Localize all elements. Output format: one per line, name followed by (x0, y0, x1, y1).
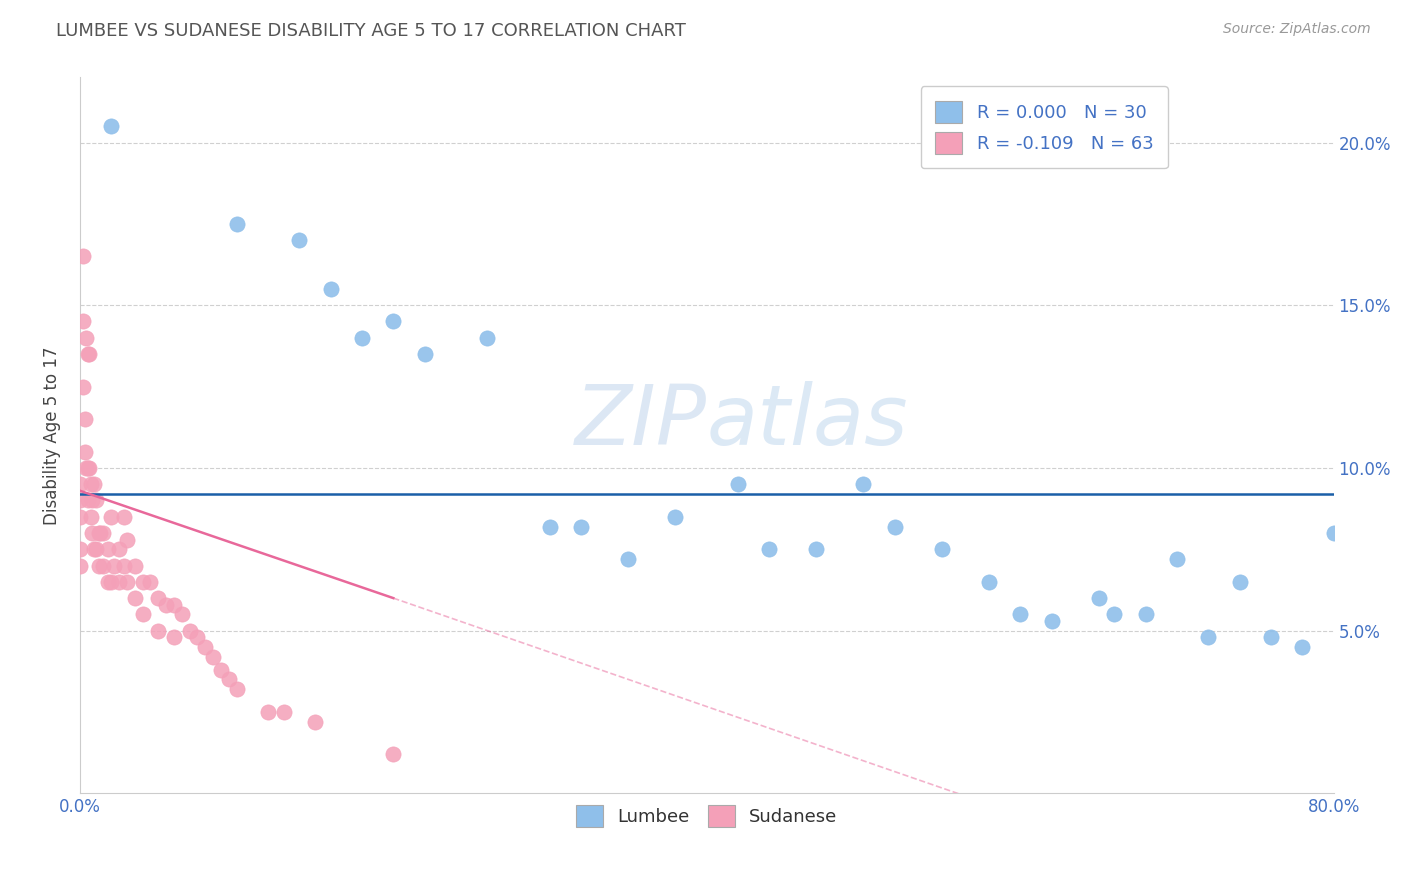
Text: LUMBEE VS SUDANESE DISABILITY AGE 5 TO 17 CORRELATION CHART: LUMBEE VS SUDANESE DISABILITY AGE 5 TO 1… (56, 22, 686, 40)
Point (75, 461, 97, 475)
Point (73, 444, 96, 458)
Point (97, 574, 120, 589)
Point (76, 461, 98, 475)
Point (77, 347, 100, 361)
Point (84, 542, 107, 557)
Point (82, 526, 104, 541)
Point (1166, 552, 1188, 566)
Point (883, 519, 905, 533)
Point (186, 630, 208, 644)
Point (413, 347, 436, 361)
Point (273, 705, 295, 719)
Point (72, 249, 94, 263)
Point (108, 542, 131, 557)
Point (382, 314, 405, 328)
Point (87, 526, 110, 541)
Point (852, 477, 875, 491)
Point (225, 217, 247, 231)
Point (69, 509, 91, 524)
Point (76, 347, 98, 361)
Point (73, 412, 96, 426)
Point (80, 477, 103, 491)
Point (664, 509, 686, 524)
Point (75, 331, 97, 345)
Point (131, 574, 153, 589)
Text: Source: ZipAtlas.com: Source: ZipAtlas.com (1223, 22, 1371, 37)
Point (124, 558, 146, 573)
Point (477, 331, 499, 345)
Point (806, 542, 828, 557)
Point (69, 542, 91, 557)
Point (124, 591, 146, 606)
Point (382, 747, 405, 762)
Point (319, 282, 342, 296)
Point (538, 519, 561, 533)
Point (977, 574, 1000, 589)
Point (1102, 607, 1125, 622)
Point (93, 558, 115, 573)
Point (758, 542, 780, 557)
Point (69, 477, 91, 491)
Point (350, 331, 373, 345)
Point (100, 120, 122, 134)
Point (131, 607, 153, 622)
Point (1291, 640, 1313, 654)
Y-axis label: Disability Age 5 to 17: Disability Age 5 to 17 (44, 346, 60, 524)
Point (89, 526, 111, 541)
Point (83, 542, 105, 557)
Point (209, 663, 232, 677)
Point (100, 509, 122, 524)
Point (304, 714, 326, 729)
Point (69, 493, 91, 508)
Point (82, 493, 104, 508)
Point (108, 574, 131, 589)
Point (170, 607, 193, 622)
Point (97, 542, 120, 557)
Point (288, 233, 311, 247)
Point (163, 598, 186, 612)
Point (112, 509, 135, 524)
Point (202, 649, 225, 664)
Point (257, 705, 280, 719)
Point (77, 461, 100, 475)
Point (72, 379, 94, 393)
Point (1135, 607, 1157, 622)
Point (93, 526, 115, 541)
Point (218, 673, 240, 687)
Point (87, 558, 110, 573)
Point (115, 574, 138, 589)
Point (1260, 630, 1282, 644)
Point (103, 558, 125, 573)
Point (1197, 630, 1219, 644)
Point (72, 314, 94, 328)
Point (139, 574, 162, 589)
Point (83, 477, 105, 491)
Point (569, 519, 592, 533)
Point (617, 552, 640, 566)
Point (80, 509, 103, 524)
Point (112, 558, 135, 573)
Point (100, 574, 122, 589)
Point (148, 591, 170, 606)
Point (155, 598, 177, 612)
Legend: Lumbee, Sudanese: Lumbee, Sudanese (568, 798, 845, 834)
Point (179, 624, 201, 638)
Point (225, 682, 247, 697)
Point (1040, 614, 1063, 628)
Point (76, 493, 98, 508)
Point (1229, 574, 1251, 589)
Text: atlas: atlas (707, 381, 908, 461)
Point (1323, 526, 1346, 541)
Point (727, 477, 749, 491)
Point (1010, 607, 1032, 622)
Point (1087, 591, 1109, 606)
Point (69, 558, 91, 573)
Point (194, 640, 217, 654)
Point (163, 630, 186, 644)
Point (84, 493, 107, 508)
Point (115, 533, 138, 547)
Point (148, 624, 170, 638)
Text: ZIP: ZIP (575, 381, 707, 461)
Point (931, 542, 953, 557)
